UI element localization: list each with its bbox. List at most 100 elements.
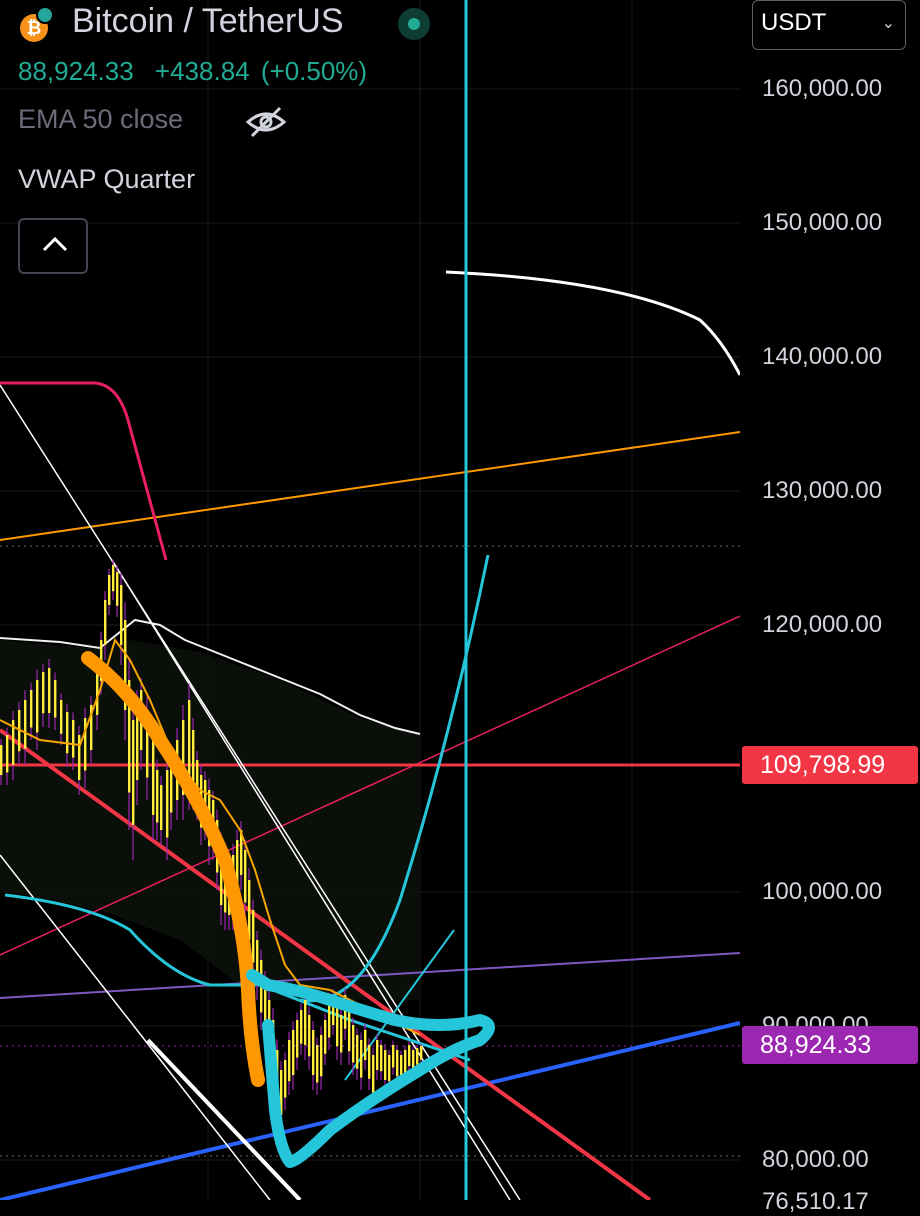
candle-body <box>196 760 199 805</box>
candle-body <box>248 880 251 940</box>
price-change-percent: (+0.50%) <box>260 56 368 86</box>
indicator-ema[interactable]: EMA 50 close <box>18 104 184 134</box>
candle-body <box>60 700 63 734</box>
symbol-title[interactable]: Bitcoin / TetherUS <box>72 2 344 40</box>
candle-body <box>292 1030 295 1075</box>
cyan-ma-line <box>4 893 471 1062</box>
candle-body <box>352 1025 355 1063</box>
candle-body <box>344 995 347 1029</box>
candle-body <box>78 735 81 780</box>
candle-body <box>308 1015 311 1057</box>
candle-body <box>188 700 191 783</box>
candle-body <box>348 1010 351 1052</box>
red-descending-line <box>0 728 652 1200</box>
candle-body <box>404 1050 407 1073</box>
white-thick-line <box>146 1038 302 1200</box>
currency-select[interactable]: USDT ⌄ <box>752 0 906 50</box>
candle-body <box>396 1050 399 1077</box>
candle-body <box>220 845 223 905</box>
candle-body <box>400 1055 403 1078</box>
candle-body <box>340 1015 343 1053</box>
candle-body <box>408 1045 411 1066</box>
candle-body <box>30 690 33 728</box>
red-level-label[interactable]: 109,798.99 <box>742 746 918 784</box>
candle-body <box>380 1045 383 1072</box>
candle-body <box>384 1050 387 1080</box>
candle-body <box>372 1055 375 1093</box>
magenta-curve <box>0 381 168 561</box>
candle-body <box>420 1046 423 1060</box>
candle-body <box>240 830 243 875</box>
candle-body <box>36 680 39 733</box>
market-status-icon <box>398 8 430 40</box>
chart-pane[interactable]: ₿ Bitcoin / TetherUS 88,924.33 +438.84 (… <box>0 0 740 1200</box>
candle-body <box>112 565 115 592</box>
candle-body <box>90 705 93 750</box>
candle-body <box>368 1045 371 1079</box>
orange-trendline <box>0 431 740 541</box>
candle-body <box>166 770 169 838</box>
candle-body <box>42 672 45 714</box>
white-projection-curve <box>445 270 740 376</box>
candle-body <box>108 575 111 605</box>
candle-body <box>182 720 185 795</box>
price-tick: 140,000.00 <box>762 343 883 370</box>
cyan-triangle-drawing <box>246 969 495 1168</box>
candle-body <box>152 740 155 815</box>
price-chart[interactable] <box>0 0 740 1200</box>
candle-body <box>96 670 99 715</box>
indicator-vwap[interactable]: VWAP Quarter <box>18 164 196 194</box>
candle-body <box>320 1035 323 1077</box>
price-tick: 80,000.00 <box>762 1146 869 1173</box>
currency-select-value: USDT <box>761 9 827 36</box>
candle-body <box>48 668 51 713</box>
candle-body <box>392 1045 395 1068</box>
orange-hand-drawing <box>81 651 265 1087</box>
candle-body <box>146 710 149 778</box>
candle-body <box>356 1035 359 1069</box>
candle-body <box>156 770 159 823</box>
price-tick: 120,000.00 <box>762 611 883 638</box>
candle-body <box>264 980 267 1025</box>
candle-body <box>120 585 123 645</box>
price-change: +438.84 <box>154 56 250 86</box>
candle-body <box>376 1040 379 1070</box>
candle-body <box>128 680 131 793</box>
candle-body <box>304 1000 307 1045</box>
last-price: 88,924.33 <box>18 56 134 86</box>
candle-body <box>124 620 127 710</box>
candle-body <box>288 1040 291 1082</box>
candle-body <box>284 1060 287 1098</box>
candle-body <box>132 720 135 825</box>
candle-body <box>84 718 87 771</box>
chevron-down-icon: ⌄ <box>881 15 895 32</box>
candle-body <box>192 730 195 790</box>
candle-body <box>312 1030 315 1075</box>
candle-body <box>24 700 27 749</box>
candle-body <box>116 572 119 606</box>
candle-body <box>360 1040 363 1078</box>
magenta-trendline <box>0 615 740 956</box>
candle-body <box>0 745 3 775</box>
cyan-diagonal <box>344 929 455 1081</box>
candle-body <box>364 1030 367 1060</box>
candle-body <box>244 850 247 903</box>
price-tick-partial: 76,510.17 <box>762 1188 869 1215</box>
candle-body <box>324 1020 327 1054</box>
white-channel-upper <box>111 559 511 1200</box>
candle-body <box>388 1055 391 1082</box>
candle-body <box>170 760 173 813</box>
candle-body <box>300 1010 303 1044</box>
eye-off-icon[interactable] <box>244 104 288 140</box>
quote-row: 88,924.33 +438.84 (+0.50%) <box>18 56 381 87</box>
symbol-header[interactable]: ₿ Bitcoin / TetherUS <box>18 2 458 46</box>
candle-body <box>280 1070 283 1115</box>
candle-body <box>256 940 259 985</box>
candles <box>0 559 423 1130</box>
last-price-label[interactable]: 88,924.33 <box>742 1026 918 1064</box>
price-tick: 130,000.00 <box>762 477 883 504</box>
collapse-legend-button[interactable] <box>18 218 88 274</box>
price-tick: 160,000.00 <box>762 75 883 102</box>
price-axis[interactable]: 160,000.00 150,000.00 140,000.00 130,000… <box>740 0 920 1215</box>
candle-body <box>336 1005 339 1047</box>
